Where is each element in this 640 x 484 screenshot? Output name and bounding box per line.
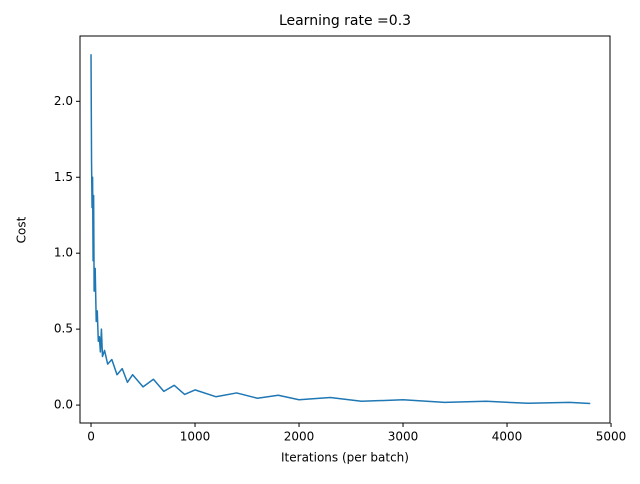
x-tick-label: 3000 bbox=[388, 430, 419, 444]
x-tick-label: 4000 bbox=[492, 430, 523, 444]
x-tick-label: 2000 bbox=[284, 430, 315, 444]
x-axis-label: Iterations (per batch) bbox=[281, 451, 409, 465]
x-tick-label: 0 bbox=[87, 430, 95, 444]
plot-frame bbox=[79, 35, 611, 424]
y-tick-label: 0.0 bbox=[54, 398, 73, 412]
y-tick-label: 0.5 bbox=[54, 322, 73, 336]
line-series bbox=[90, 54, 591, 405]
chart-title: Learning rate =0.3 bbox=[279, 13, 411, 29]
y-tick-label: 1.0 bbox=[54, 246, 73, 260]
x-tick-label: 1000 bbox=[180, 430, 211, 444]
y-axis-label: Cost bbox=[15, 216, 29, 243]
x-tick-label: 5000 bbox=[596, 430, 627, 444]
y-tick-label: 2.0 bbox=[54, 94, 73, 108]
y-tick-label: 1.5 bbox=[54, 170, 73, 184]
